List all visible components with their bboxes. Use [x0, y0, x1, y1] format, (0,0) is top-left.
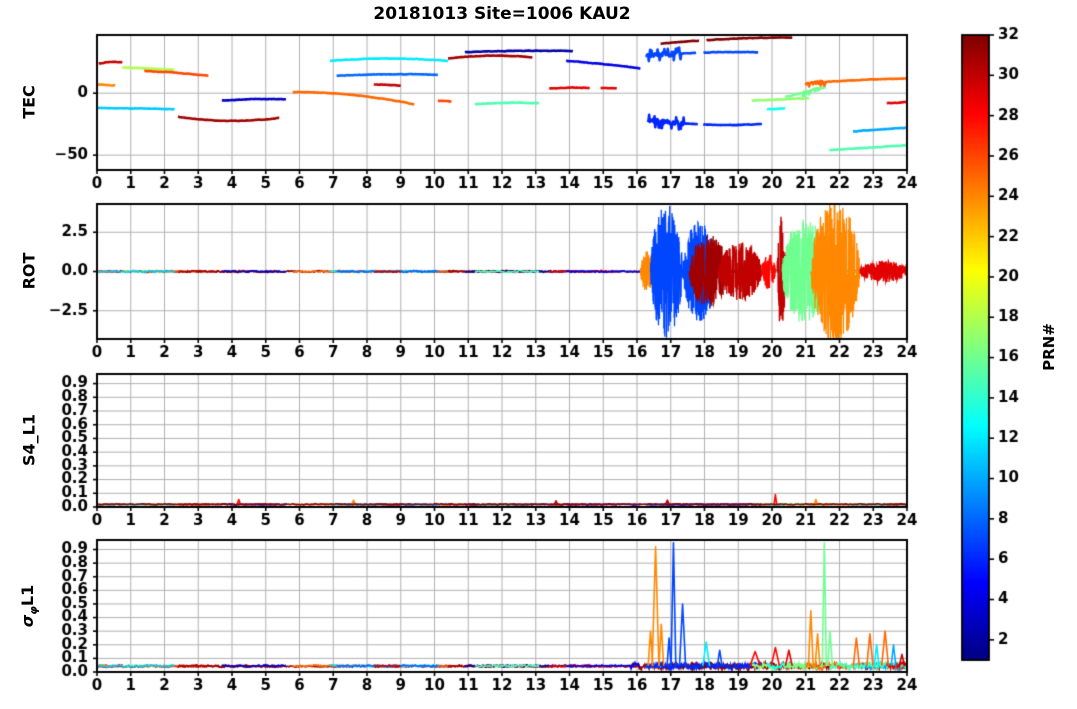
tec-axis-label: TEC: [19, 85, 39, 119]
colorbar-label: PRN#: [1040, 323, 1058, 371]
chart-title: 20181013 Site=1006 KAU2: [373, 4, 631, 24]
s4-axis-label: S4_L1: [19, 414, 39, 466]
rot-axis-label: ROT: [19, 252, 39, 290]
sigma-phi-axis-label: σφL1: [18, 585, 40, 627]
phi-subscript: φ: [27, 606, 41, 615]
l1-text: L1: [17, 584, 37, 607]
sigma-symbol: σ: [17, 614, 37, 628]
